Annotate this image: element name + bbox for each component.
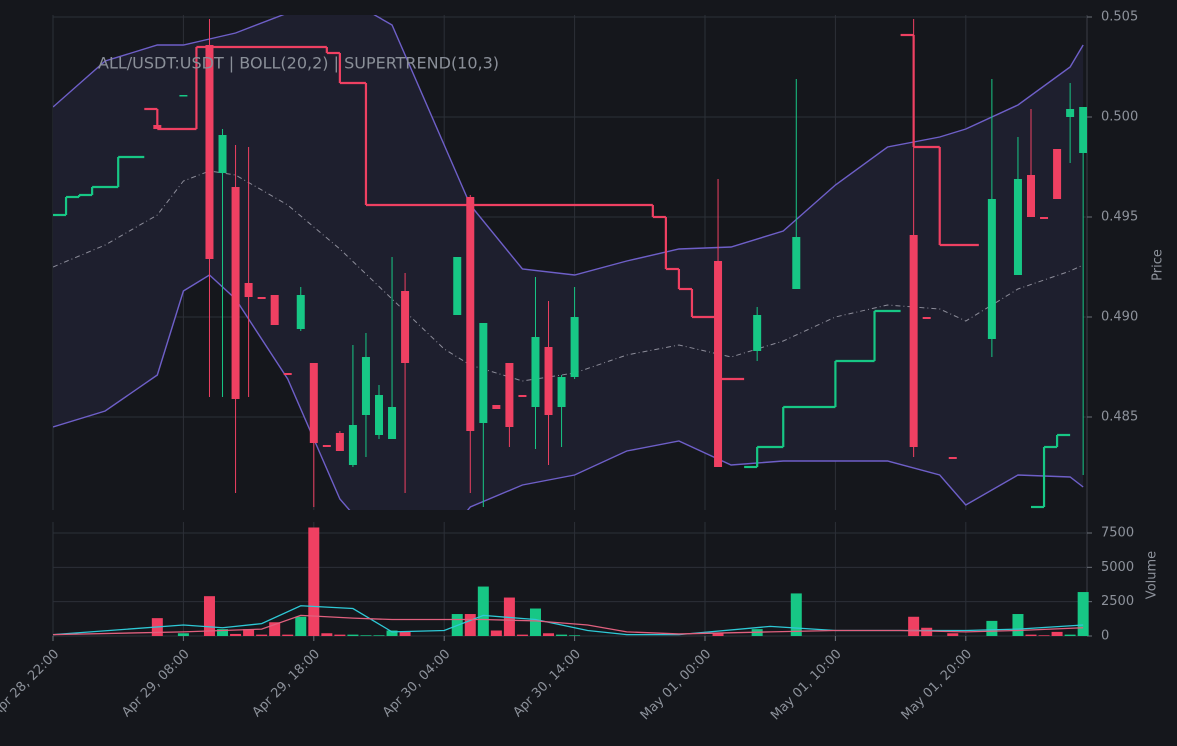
candle-body — [270, 295, 279, 325]
volume-bar — [477, 586, 489, 636]
volume-bar — [230, 633, 242, 636]
candle-body — [179, 95, 188, 97]
candle-body — [361, 357, 370, 415]
candle-body — [492, 405, 501, 409]
volume-bar — [1064, 634, 1076, 636]
volume-bar — [308, 527, 320, 636]
volume-bar — [1077, 592, 1089, 636]
y-axis-label: Volume — [1145, 551, 1160, 599]
candle-body — [544, 347, 553, 415]
y-tick-label: 0.505 — [1101, 10, 1138, 25]
candle-body — [322, 445, 331, 447]
candle-body — [714, 261, 723, 467]
candle-body — [792, 237, 801, 289]
candle-body — [1040, 217, 1049, 219]
candle-body — [335, 433, 344, 451]
volume-bar — [295, 616, 307, 636]
volume-bar — [556, 634, 568, 636]
candle-body — [987, 199, 996, 339]
volume-bar — [334, 634, 346, 636]
candle-body — [309, 363, 318, 443]
volume-bar — [386, 630, 398, 636]
y-tick-label: 0.490 — [1101, 310, 1138, 325]
chart-title: ALL/USDT:USDT | BOLL(20,2) | SUPERTREND(… — [98, 54, 499, 73]
candle-body — [1013, 179, 1022, 275]
volume-bar — [529, 608, 541, 636]
candle-body — [1053, 149, 1062, 199]
candle-body — [518, 395, 527, 397]
candle-body — [257, 297, 266, 299]
candle-body — [153, 125, 162, 129]
price-panel — [53, 15, 1087, 510]
y-tick-label: 0.485 — [1101, 410, 1138, 425]
candle-body — [1079, 107, 1087, 153]
candle-body — [401, 291, 410, 363]
volume-bar — [516, 634, 528, 636]
y-tick-label: 5000 — [1101, 560, 1134, 575]
candle-body — [388, 407, 397, 439]
volume-bar — [203, 596, 215, 636]
volume-bar — [399, 631, 411, 636]
y-tick-label: 7500 — [1101, 525, 1134, 540]
candle-body — [244, 283, 253, 297]
candle-body — [753, 315, 762, 351]
candle-body — [1027, 175, 1035, 217]
candle-body — [531, 337, 540, 407]
volume-bar — [243, 629, 255, 636]
candle-body — [231, 187, 240, 399]
candle-body — [1066, 109, 1075, 117]
volume-bar — [1051, 631, 1063, 636]
candle-body — [557, 377, 566, 407]
volume-panel — [52, 527, 1089, 636]
volume-bar — [490, 630, 502, 636]
volume-bar — [503, 597, 515, 636]
candle-body — [570, 317, 579, 377]
candle-body — [375, 395, 383, 435]
y-tick-label: 0 — [1101, 629, 1109, 644]
volume-bar — [373, 635, 385, 636]
candle-body — [348, 425, 357, 465]
candle-body — [296, 295, 305, 329]
candle-body — [505, 363, 514, 427]
volume-bar — [282, 634, 294, 636]
volume-bar — [269, 622, 281, 636]
y-tick-label: 2500 — [1101, 594, 1134, 609]
volume-bar — [464, 614, 476, 636]
volume-bar — [908, 616, 920, 636]
candle-body — [205, 45, 214, 259]
candle-body — [466, 197, 475, 431]
volume-bar — [347, 634, 359, 636]
y-axis-label: Price — [1151, 249, 1166, 281]
volume-ma-line — [52, 614, 1084, 636]
y-tick-label: 0.500 — [1101, 110, 1138, 125]
volume-bar — [986, 620, 998, 636]
y-tick-label: 0.495 — [1101, 210, 1138, 225]
volume-bar — [712, 633, 724, 636]
volume-bar — [360, 635, 372, 636]
volume-bar — [543, 633, 555, 636]
volume-bar — [569, 635, 581, 636]
candle-body — [453, 257, 462, 315]
volume-bar — [1038, 635, 1050, 636]
volume-bar — [921, 627, 933, 636]
bollinger-middle — [53, 170, 1084, 382]
volume-bar — [256, 634, 268, 636]
volume-bar — [217, 629, 229, 636]
candle-body — [948, 457, 957, 459]
candle-body — [922, 317, 931, 319]
candle-body — [909, 235, 918, 447]
candle-body — [218, 135, 227, 173]
volume-bar — [321, 633, 333, 636]
volume-bar — [790, 593, 802, 636]
volume-bar — [947, 633, 959, 636]
volume-bar — [177, 633, 189, 636]
bollinger-lower — [53, 274, 1084, 510]
bollinger-upper — [53, 15, 1084, 276]
candle-body — [479, 323, 488, 423]
volume-bar — [1012, 614, 1024, 636]
volume-bar — [1025, 634, 1037, 636]
candle-body — [283, 373, 292, 375]
